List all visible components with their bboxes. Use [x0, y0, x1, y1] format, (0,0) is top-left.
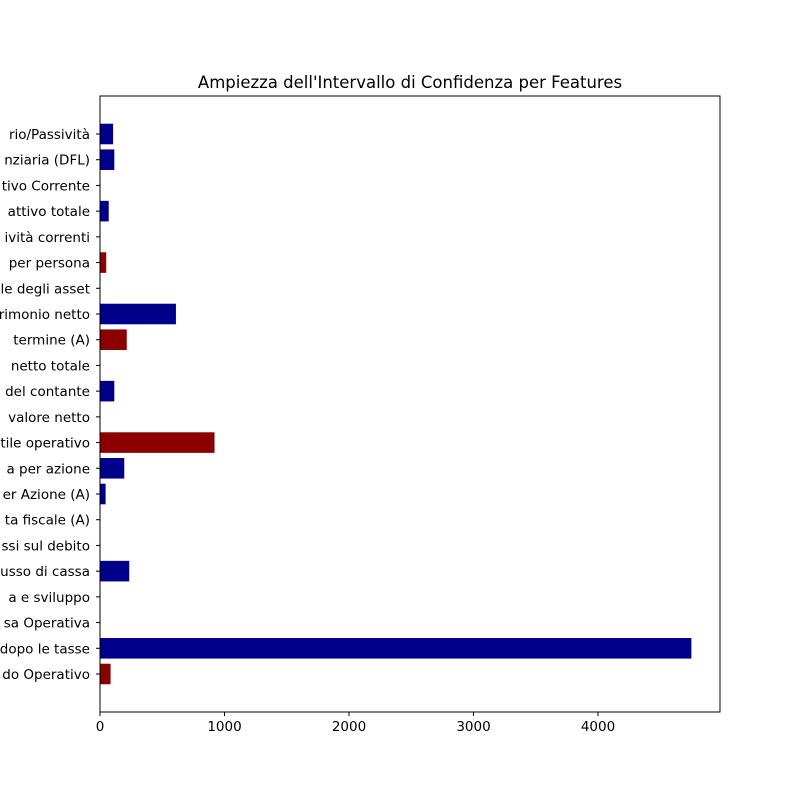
x-tick-label: 2000	[332, 719, 366, 735]
y-tick-label: valore netto	[8, 410, 90, 426]
y-tick-label: do Operativo	[2, 667, 90, 683]
bar	[100, 303, 176, 325]
y-tick-label: del contante	[5, 384, 90, 400]
y-tick-label: a e sviluppo	[8, 590, 90, 606]
x-tick-label: 3000	[456, 719, 490, 735]
y-tick-label: attivo totale	[8, 204, 90, 220]
bar	[100, 329, 127, 350]
y-tick-label: nziaria (DFL)	[4, 153, 90, 169]
y-tick-label: rio/Passività	[9, 127, 90, 143]
y-tick-label: ta fiscale (A)	[5, 513, 90, 529]
y-tick-label: a per azione	[6, 461, 90, 477]
y-tick-label: termine (A)	[13, 333, 90, 349]
y-tick-label: netto totale	[11, 358, 90, 374]
bar	[100, 432, 215, 453]
y-tick-label: tivo Corrente	[2, 178, 90, 194]
y-tick-label: dopo le tasse	[0, 641, 90, 657]
bars-group	[100, 123, 692, 685]
x-axis-ticks: 0 1000 2000 3000 4000	[96, 712, 615, 735]
y-tick-label: usso di cassa	[0, 564, 90, 580]
bar	[100, 380, 115, 402]
plot-frame	[99, 95, 721, 713]
y-tick-label: er Azione (A)	[3, 487, 90, 503]
y-tick-label: rimonio netto	[0, 307, 90, 323]
bar	[100, 123, 114, 145]
bar	[100, 638, 692, 659]
y-tick-label: ività correnti	[4, 230, 90, 246]
bar	[100, 483, 106, 505]
y-tick-label: le degli asset	[0, 281, 90, 297]
y-tick-label: sa Operativa	[4, 616, 90, 632]
chart-title: Ampiezza dell'Intervallo di Confidenza p…	[198, 73, 622, 92]
bar	[100, 252, 107, 273]
y-tick-label: per persona	[9, 256, 90, 272]
bar	[100, 200, 109, 222]
bar	[100, 560, 130, 582]
bar	[100, 149, 115, 170]
x-tick-label: 1000	[207, 719, 241, 735]
bar	[100, 663, 111, 685]
y-tick-label: tile operativo	[0, 436, 90, 452]
bar	[100, 458, 125, 479]
x-tick-label: 4000	[581, 719, 615, 735]
y-axis-ticks: rio/Passività nziaria (DFL) tivo Corrente a…	[0, 127, 100, 683]
x-tick-label: 0	[96, 719, 105, 735]
y-tick-label: ssi sul debito	[2, 538, 91, 554]
